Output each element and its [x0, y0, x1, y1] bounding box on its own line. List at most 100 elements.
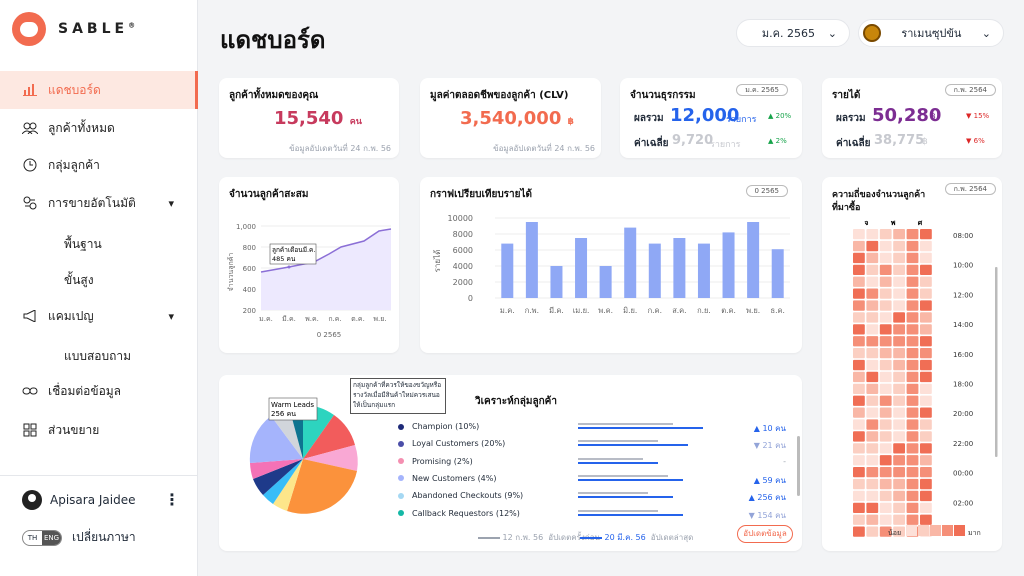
segment-row[interactable]: Callback Requestors (12%) — [398, 509, 520, 518]
nav-automation[interactable]: การขายอัตโนมัติ ▾ — [0, 184, 198, 222]
heatmap-grid: จ พ ศ 08:00 10:00 12:00 14:00 16:00 18:00 20:00 22… — [853, 219, 998, 537]
heat-cell — [920, 490, 932, 502]
tooltip-line: ลูกค้าเดือนมี.ค. — [272, 246, 315, 254]
period-tag[interactable]: 0 2565 — [745, 185, 788, 197]
nav-advanced[interactable]: ขั้นสูง — [64, 273, 94, 287]
revenue-bar — [771, 249, 784, 298]
heat-cell — [906, 395, 919, 406]
y-axis-label: จำนวนลูกค้า — [227, 253, 235, 292]
heat-cell — [906, 371, 919, 383]
segment-delta: ▲ 10 คน — [753, 424, 786, 433]
heat-cell — [920, 264, 932, 275]
heat-cell — [920, 371, 932, 383]
heat-cell — [906, 264, 919, 275]
heat-cell — [879, 383, 892, 394]
revenue-bar — [722, 232, 735, 298]
pie-slice — [303, 445, 358, 471]
more-icon[interactable]: ⋮ — [164, 490, 180, 509]
segment-row[interactable]: Champion (10%) — [398, 422, 479, 431]
tooltip-value: 256 คน — [271, 410, 296, 418]
heat-cell — [866, 455, 879, 466]
heat-cell — [879, 336, 892, 347]
heat-cell — [853, 276, 865, 287]
nav-survey[interactable]: แบบสอบถาม — [64, 349, 132, 363]
tooltip-line: 485 คน — [272, 255, 296, 263]
scrollbar[interactable] — [797, 436, 800, 496]
heat-cell — [853, 359, 865, 371]
point-marker — [287, 265, 291, 269]
language-toggle[interactable]: TH ENG — [22, 529, 62, 546]
heat-cell — [866, 419, 879, 430]
nav-connect[interactable]: เชื่อมต่อข้อมูล — [0, 372, 198, 410]
heat-cell — [906, 478, 919, 490]
x-tick: ม.ค. — [500, 306, 515, 315]
x-tick: มี.ค. — [282, 315, 296, 323]
nav-extend[interactable]: ส่วนขยาย — [0, 411, 198, 449]
segment-row[interactable]: Abandoned Checkouts (9%) — [398, 491, 523, 500]
user-profile[interactable]: Apisara Jaidee — [22, 490, 135, 510]
heat-cell — [893, 395, 905, 406]
y-tick: 0 — [468, 294, 473, 303]
y-tick: 6000 — [453, 246, 473, 255]
heat-cell — [906, 467, 919, 478]
nav-dashboard[interactable]: แดชบอร์ด — [0, 71, 198, 109]
chevron-down-icon[interactable]: ▾ — [168, 309, 174, 323]
time-label: 16:00 — [953, 351, 973, 359]
nav-groups[interactable]: กลุ่มลูกค้า — [0, 146, 198, 184]
time-label: 00:00 — [953, 470, 973, 478]
automation-icon — [22, 195, 38, 211]
heat-cell — [853, 300, 865, 311]
heat-cell — [866, 348, 879, 359]
period-tag[interactable]: ก.พ. 2564 — [944, 183, 996, 195]
legend-dot — [398, 475, 404, 482]
brand-name: SABLE — [58, 21, 129, 37]
heat-cell — [879, 264, 892, 275]
heat-cell — [866, 229, 879, 240]
heat-cell — [866, 431, 879, 442]
period-tag[interactable]: ก.พ. 2564 — [944, 84, 996, 96]
nav-all-customers[interactable]: ลูกค้าทั้งหมด — [0, 109, 198, 147]
heat-cell — [866, 324, 879, 335]
heat-cell — [920, 288, 932, 299]
current-bar — [578, 513, 683, 516]
kpi-clv-value: 3,540,000 — [460, 108, 562, 129]
month-select[interactable]: ม.ค. 2565 ⌄ — [736, 19, 850, 47]
nav-campaign[interactable]: แคมเปญ ▾ — [0, 297, 198, 335]
segment-row[interactable]: Loyal Customers (20%) — [398, 439, 505, 448]
update-data-button[interactable]: อัปเดตข้อมูล — [737, 525, 793, 543]
heat-cell — [893, 502, 905, 513]
heat-cell — [893, 443, 905, 454]
time-label: 14:00 — [953, 321, 973, 329]
heat-cell — [879, 300, 892, 311]
legend-swatch — [930, 525, 941, 536]
heat-cell — [853, 395, 865, 406]
revenue-bar — [747, 222, 760, 298]
shop-select[interactable]: ราเมนซุปข้น ⌄ — [858, 19, 1004, 47]
heat-cell — [906, 407, 919, 418]
heat-cell — [893, 371, 905, 383]
heat-cell — [906, 443, 919, 454]
brand-logo[interactable]: SABLE® — [12, 12, 135, 46]
x-tick: ก.พ. — [525, 306, 539, 315]
segment-row[interactable]: New Customers (4%) — [398, 474, 497, 483]
heat-cell — [920, 348, 932, 359]
chevron-down-icon[interactable]: ▾ — [168, 196, 174, 210]
x-tick: ต.ค. — [721, 306, 736, 315]
heat-cell — [866, 336, 879, 347]
heat-cell — [906, 502, 919, 513]
segment-row[interactable]: Promising (2%) — [398, 457, 473, 466]
heat-cell — [866, 252, 879, 264]
heat-cell — [893, 490, 905, 502]
pie-slice — [263, 459, 303, 504]
period-tag[interactable]: ม.ค. 2565 — [736, 84, 788, 96]
segment-delta: ▼ 154 คน — [748, 510, 786, 520]
prev-bar — [578, 509, 658, 512]
heat-cell — [893, 229, 905, 240]
prev-bar — [578, 423, 673, 425]
prev-bar — [578, 492, 648, 495]
nav-basic[interactable]: พื้นฐาน — [64, 237, 102, 251]
segment-delta: ▼ 21 คน — [753, 441, 786, 451]
x-tick: พ.ย. — [373, 315, 386, 323]
language-switch[interactable]: TH ENG เปลี่ยนภาษา — [22, 528, 136, 547]
heat-cell — [853, 478, 865, 490]
